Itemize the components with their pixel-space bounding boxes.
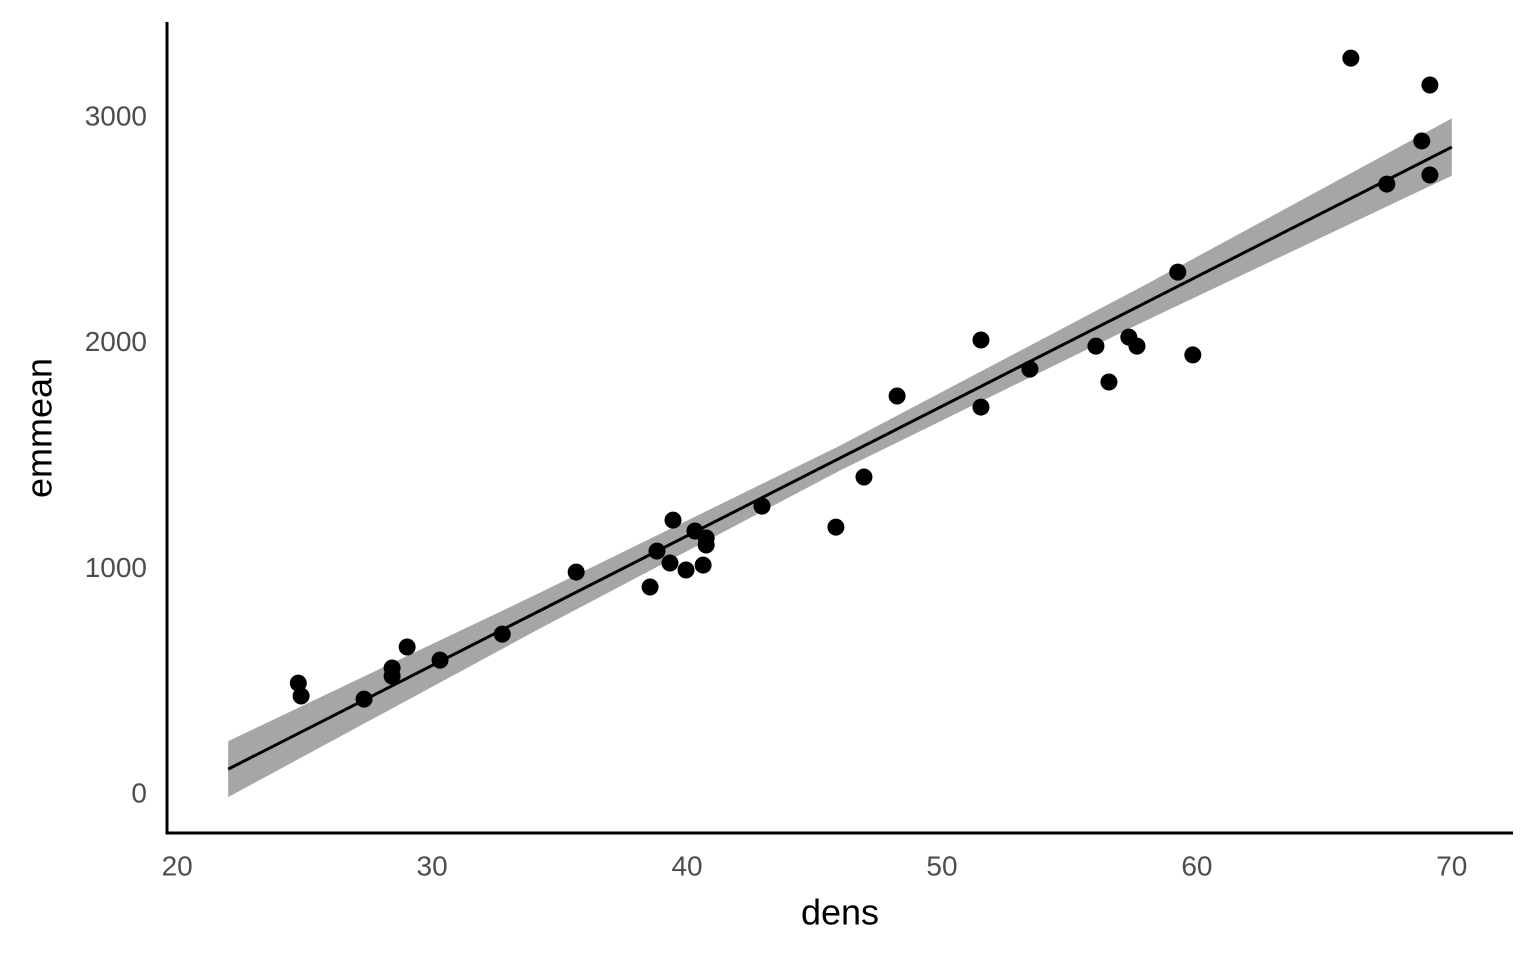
point: [648, 542, 666, 560]
point: [827, 518, 845, 536]
point: [972, 398, 990, 416]
point: [1421, 76, 1439, 94]
point: [753, 497, 771, 515]
point: [664, 511, 682, 529]
point: [694, 556, 712, 574]
x-tick-label: 20: [162, 850, 193, 881]
y-tick-label: 2000: [85, 326, 147, 357]
x-tick-label: 60: [1181, 850, 1212, 881]
point: [1413, 132, 1431, 150]
point: [1128, 337, 1146, 355]
point: [355, 690, 373, 708]
point: [1100, 373, 1118, 391]
point: [493, 625, 511, 643]
point: [1169, 263, 1187, 281]
point: [289, 674, 307, 692]
point: [677, 561, 695, 579]
y-tick-label: 1000: [85, 552, 147, 583]
point: [1378, 175, 1396, 193]
x-tick-label: 40: [671, 850, 702, 881]
point: [661, 554, 679, 572]
x-tick-label: 30: [417, 850, 448, 881]
point: [1087, 337, 1105, 355]
point: [567, 563, 585, 581]
point: [641, 578, 659, 596]
point: [1421, 166, 1439, 184]
point: [292, 687, 310, 705]
point: [972, 331, 990, 349]
point: [697, 536, 715, 554]
y-axis-title: emmean: [19, 358, 60, 498]
x-tick-label: 70: [1436, 850, 1467, 881]
point: [431, 651, 449, 669]
point: [1021, 360, 1039, 378]
y-tick-label: 3000: [85, 100, 147, 131]
x-tick-label: 50: [926, 850, 957, 881]
point: [383, 667, 401, 685]
point: [888, 387, 906, 405]
point: [1184, 346, 1202, 364]
point: [1342, 49, 1360, 67]
point: [855, 468, 873, 486]
y-tick-label: 0: [131, 777, 147, 808]
point: [398, 638, 416, 656]
x-axis-title: dens: [801, 892, 879, 933]
fit-line: [227, 145, 1453, 771]
